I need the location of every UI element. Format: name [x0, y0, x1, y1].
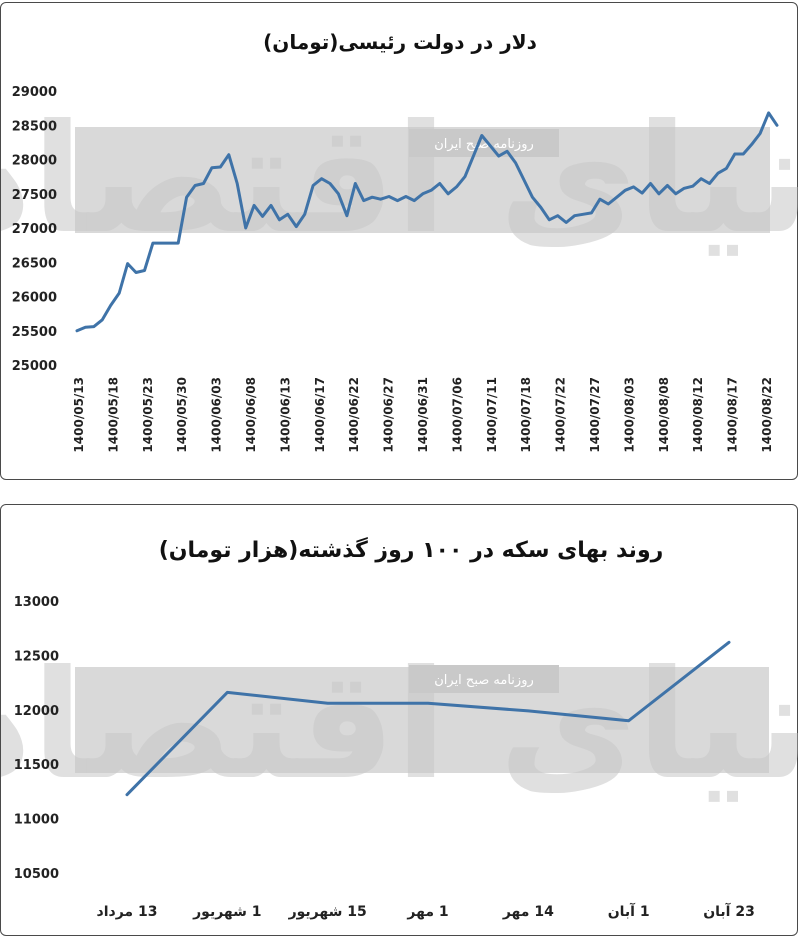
y-tick-label: 26000	[12, 291, 57, 306]
x-tick-label: 1400/07/11	[485, 377, 499, 453]
x-tick-label: 1400/05/13	[72, 377, 86, 453]
y-tick-label: 11000	[14, 813, 59, 828]
usd-chart-panel: دنیای اقتصاد روزنامه صبح ایران دلار در د…	[0, 2, 799, 480]
y-tick-label: 25500	[12, 325, 57, 340]
x-tick-label: 1400/06/22	[347, 377, 361, 453]
coin-chart-panel: دنیای اقتصاد روزنامه صبح ایران روند بهای…	[0, 504, 799, 936]
x-tick-label: 1400/06/13	[278, 377, 292, 453]
watermark-brand: دنیای اقتصاد	[1, 93, 799, 267]
y-tick-label: 12000	[14, 704, 59, 719]
y-tick-label: 27000	[12, 222, 57, 237]
x-tick-label: 1400/07/18	[519, 377, 533, 453]
x-tick-label: 1400/08/03	[622, 377, 636, 453]
x-tick-label: 1400/07/06	[450, 377, 464, 453]
y-tick-label: 27500	[12, 188, 57, 203]
y-tick-label: 12500	[14, 649, 59, 664]
y-tick-label: 28500	[12, 119, 57, 134]
x-tick-label: 1400/06/31	[416, 377, 430, 453]
x-tick-label: 1400/05/30	[175, 377, 189, 453]
chart-title: دلار در دولت رئیسی(تومان)	[263, 30, 537, 54]
x-tick-label: 1400/08/12	[691, 377, 705, 453]
usd-series-line	[75, 111, 779, 333]
x-tick-label: 1400/07/22	[554, 377, 568, 453]
chart-title: روند بهای سکه در ۱۰۰ روز گذشته(هزار توما…	[159, 536, 664, 563]
y-tick-label: 10500	[14, 867, 59, 882]
x-tick-label: 1400/05/23	[141, 377, 155, 453]
watermark-brand: دنیای اقتصاد	[1, 639, 799, 813]
usd-chart: دنیای اقتصاد روزنامه صبح ایران دلار در د…	[1, 30, 799, 453]
watermark-label: روزنامه صبح ایران	[434, 137, 534, 152]
x-tick-label: 1400/06/03	[210, 377, 224, 453]
coin-series-line	[125, 640, 731, 797]
coin-chart: دنیای اقتصاد روزنامه صبح ایران روند بهای…	[1, 536, 799, 920]
watermark-label: روزنامه صبح ایران	[434, 673, 534, 688]
y-tick-label: 28000	[12, 154, 57, 169]
x-category-label: 1 آبان	[608, 902, 650, 920]
x-tick-label: 1400/06/08	[244, 377, 258, 453]
watermark-label-box	[409, 129, 559, 157]
y-tick-label: 26500	[12, 256, 57, 271]
x-category-label: 1 شهریور	[192, 904, 261, 920]
x-tick-label: 1400/05/18	[106, 377, 120, 453]
x-tick-label: 1400/06/27	[382, 377, 396, 453]
x-category-label: 15 شهریور	[288, 904, 367, 920]
x-axis: 13 مرداد 1 شهریور 15 شهریور 1 مهر 14 مهر 1 آب…	[97, 902, 755, 920]
y-axis: 25000 25500 26000 26500 27000 27500 28000 28500…	[12, 85, 57, 374]
x-tick-label: 1400/08/08	[657, 377, 671, 453]
x-category-label: 1 مهر	[406, 904, 448, 920]
y-tick-label: 13000	[14, 595, 59, 610]
x-category-label: 23 آبان	[703, 902, 755, 920]
x-category-label: 13 مرداد	[97, 904, 158, 920]
x-tick-label: 1400/08/17	[726, 377, 740, 453]
x-tick-label: 1400/06/17	[313, 377, 327, 453]
y-axis: 10500 11000 11500 12000 12500 13000	[14, 595, 59, 882]
x-tick-label: 1400/08/22	[760, 377, 774, 453]
y-tick-label: 29000	[12, 85, 57, 100]
x-category-label: 14 مهر	[502, 904, 554, 920]
x-tick-label: 1400/07/27	[588, 377, 602, 453]
x-axis: 1400/05/13 1400/05/18 1400/05/23 1400/05/30…	[72, 377, 774, 453]
y-tick-label: 25000	[12, 359, 57, 374]
y-tick-label: 11500	[14, 758, 59, 773]
watermark-label-box	[409, 665, 559, 693]
